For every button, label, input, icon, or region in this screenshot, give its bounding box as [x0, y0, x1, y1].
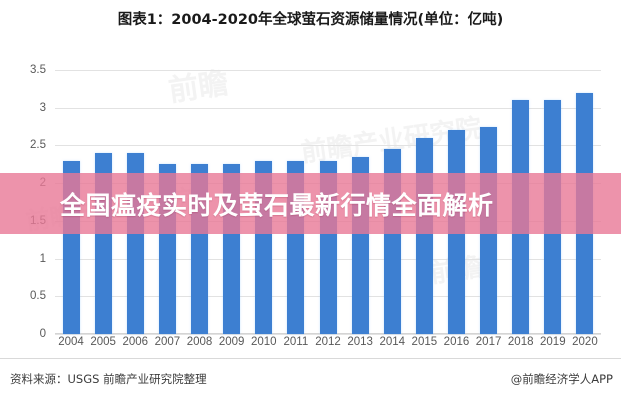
bar [62, 160, 80, 334]
bar [126, 152, 144, 334]
y-tick-label: 2.5 [30, 139, 46, 152]
page-title: 图表1：2004-2020年全球萤石资源储量情况(单位：亿吨) [117, 12, 504, 28]
bar [576, 92, 594, 334]
bar [480, 126, 498, 334]
y-tick-label: 3.5 [30, 64, 46, 76]
bar [415, 137, 433, 334]
y-tick-label: 0 [39, 328, 46, 340]
x-tick-label: 2012 [315, 336, 341, 348]
x-tick-label: 2018 [507, 336, 534, 348]
x-tick-label: 2014 [379, 336, 406, 348]
x-tick-label: 2009 [218, 336, 245, 348]
x-tick-label: 2006 [122, 336, 149, 348]
x-tick-label: 2013 [347, 336, 373, 348]
x-tick-label: 2020 [572, 336, 598, 348]
x-tick-label: 2010 [250, 336, 277, 348]
source-label: 资料来源：USGS 前瞻产业研究院整理 [10, 372, 207, 386]
y-tick-label: 2 [39, 177, 46, 190]
bar [255, 160, 273, 334]
y-tick-label: 1.5 [30, 214, 46, 227]
attribution-label: @前瞻经济学人APP [510, 372, 613, 386]
bar [94, 152, 112, 334]
x-tick-label: 2005 [90, 336, 116, 348]
bar [223, 164, 241, 334]
x-tick-label: 2004 [58, 336, 84, 348]
gridline [55, 145, 601, 147]
y-tick-label: 3 [39, 101, 46, 114]
x-tick-label: 2019 [540, 336, 566, 348]
y-tick-label: 0.5 [30, 290, 46, 303]
bar [447, 130, 465, 334]
bar [351, 156, 369, 334]
bar [383, 149, 401, 334]
gridline [55, 107, 601, 109]
bar [158, 164, 176, 334]
x-axis-ticks: 2004 2005 2006 2007 2008 2009 2010 2011 2012 2013… [55, 336, 601, 356]
x-tick-label: 2015 [411, 336, 438, 348]
bar [319, 160, 337, 334]
footer-divider [0, 358, 621, 359]
bar [544, 100, 562, 334]
x-tick-label: 2008 [186, 336, 213, 348]
bar [512, 100, 530, 334]
x-tick-label: 2017 [475, 336, 502, 348]
x-tick-label: 2016 [443, 336, 470, 348]
x-tick-label: 2007 [154, 336, 181, 348]
y-tick-label: 1 [39, 252, 46, 265]
bar-series [55, 70, 601, 334]
x-tick-label: 2011 [283, 336, 309, 348]
bar [287, 160, 305, 334]
gridline [55, 70, 601, 71]
bar [191, 164, 209, 334]
gridline [55, 334, 601, 335]
plot-area: 0 0.5 1 1.5 2 2.5 3 3.5 [30, 64, 601, 340]
